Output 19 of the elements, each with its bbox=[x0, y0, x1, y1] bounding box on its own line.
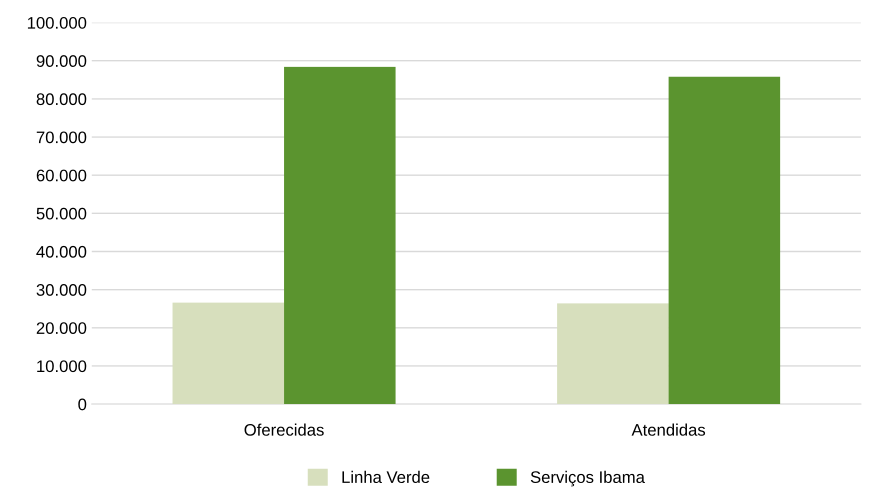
bar bbox=[172, 302, 284, 404]
x-tick-label: Oferecidas bbox=[244, 424, 324, 436]
y-tick-label: 100.000 bbox=[28, 16, 86, 29]
y-tick-label: 60.000 bbox=[36, 170, 86, 182]
y-tick-label: 30.000 bbox=[36, 284, 86, 296]
bar bbox=[668, 76, 780, 404]
y-tick-label: 70.000 bbox=[36, 131, 86, 144]
x-tick-label: Atendidas bbox=[632, 424, 706, 436]
y-tick-label: 10.000 bbox=[37, 360, 86, 372]
bar bbox=[284, 66, 396, 404]
bar bbox=[557, 303, 669, 404]
y-tick-label: 0 bbox=[78, 398, 86, 410]
y-tick-label: 90.000 bbox=[36, 55, 86, 67]
y-tick-label: 80.000 bbox=[36, 93, 86, 106]
y-tick-label: 20.000 bbox=[36, 322, 86, 334]
legend-label: Serviços Ibama bbox=[530, 470, 645, 486]
legend-label: Linha Verde bbox=[342, 470, 430, 484]
y-tick-label: 50.000 bbox=[36, 208, 86, 220]
y-tick-label: 40.000 bbox=[36, 246, 86, 258]
